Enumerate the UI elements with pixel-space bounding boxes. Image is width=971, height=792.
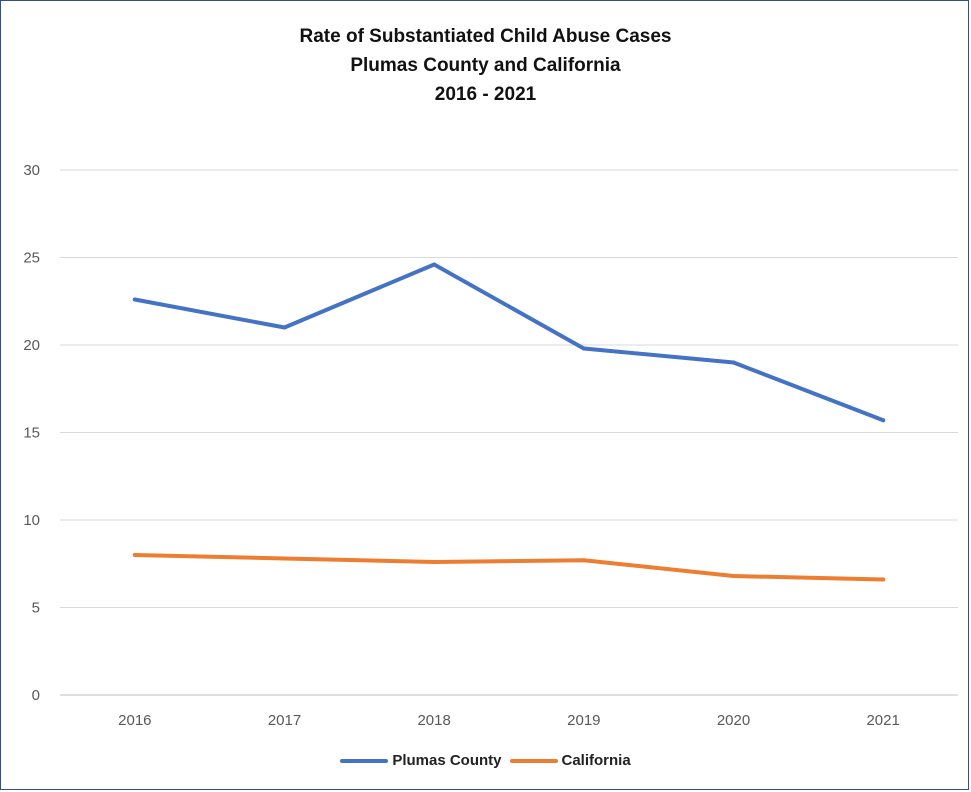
legend-label-california: California	[561, 752, 631, 769]
x-tick-label: 2018	[417, 712, 450, 729]
data-point-california	[282, 556, 287, 561]
data-point-california	[731, 574, 736, 578]
data-point-california	[432, 560, 437, 564]
chart-legend: Plumas County California	[0, 752, 971, 769]
x-tick-label: 2017	[268, 712, 301, 729]
chart-title-line-3: 2016 - 2021	[434, 84, 537, 105]
series-line-plumas-county	[132, 262, 886, 423]
chart-title-line-1: Rate of Substantiated Child Abuse Cases	[299, 26, 672, 47]
data-point-plumas-county	[581, 346, 586, 351]
legend-label-plumas-county: Plumas County	[392, 752, 502, 769]
data-point-plumas-county	[282, 325, 287, 330]
legend-item-plumas-county: Plumas County	[340, 752, 502, 769]
y-tick-label: 20	[23, 337, 40, 354]
x-tick-label: 2016	[118, 712, 151, 729]
data-point-plumas-county	[132, 297, 137, 302]
x-tick-label: 2019	[567, 712, 600, 729]
data-point-california	[881, 577, 886, 582]
legend-swatch-plumas-county	[340, 758, 389, 763]
data-point-plumas-county	[432, 262, 437, 267]
data-point-california	[581, 558, 586, 563]
legend-item-california: California	[509, 752, 631, 769]
data-point-plumas-county	[881, 418, 886, 423]
legend-swatch-california	[509, 758, 558, 763]
chart-title: Rate of Substantiated Child Abuse Cases …	[0, 22, 971, 109]
data-point-california	[132, 553, 137, 557]
series-line-california	[132, 553, 886, 582]
x-tick-label: 2021	[866, 712, 899, 729]
chart-title-line-2: Plumas County and California	[350, 55, 621, 76]
y-tick-label: 0	[32, 687, 40, 704]
y-tick-label: 15	[23, 425, 40, 442]
y-tick-label: 10	[23, 512, 40, 529]
y-tick-label: 25	[23, 250, 40, 267]
y-tick-label: 30	[23, 162, 40, 179]
x-tick-label: 2020	[717, 712, 750, 729]
y-tick-label: 5	[32, 600, 40, 617]
data-point-plumas-county	[731, 360, 736, 365]
